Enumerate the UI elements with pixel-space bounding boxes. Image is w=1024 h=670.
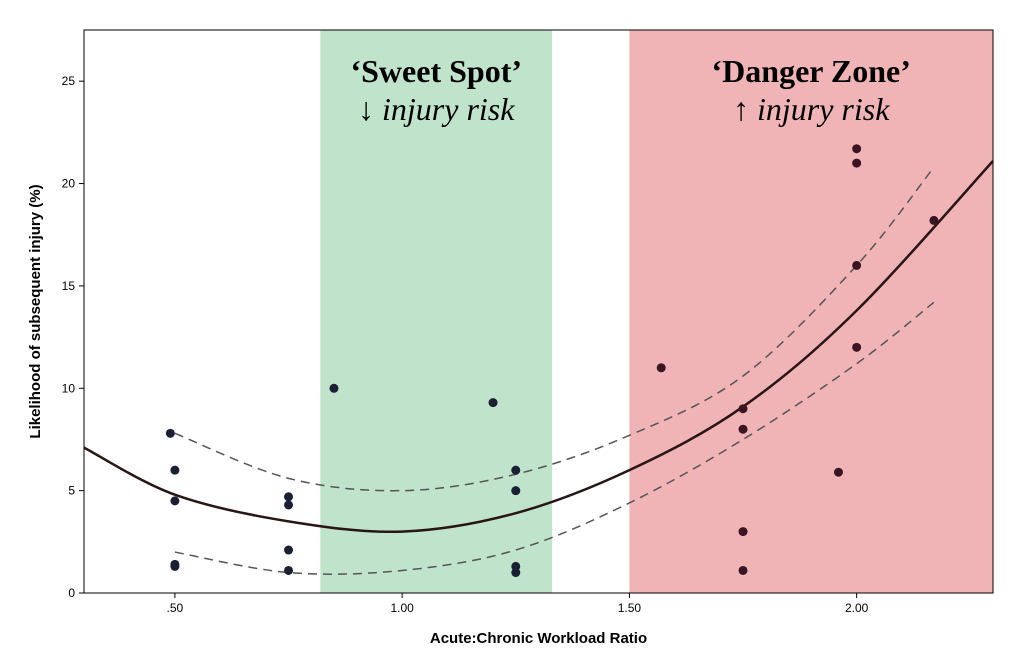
y-tick-label: 20 — [62, 177, 76, 191]
data-point — [170, 496, 180, 506]
x-tick-label: 2.00 — [845, 601, 869, 615]
y-tick-label: 25 — [62, 74, 76, 88]
y-tick-label: 0 — [68, 586, 75, 600]
data-point — [929, 215, 939, 225]
y-tick-label: 5 — [68, 484, 75, 498]
confidence-interval-lines — [174, 166, 935, 575]
data-points — [165, 144, 939, 578]
data-point — [511, 465, 521, 475]
data-point — [488, 398, 498, 408]
data-point — [284, 500, 294, 510]
data-point — [852, 158, 862, 168]
data-point — [738, 527, 748, 537]
sweet-spot-zone — [320, 30, 553, 593]
data-point — [833, 467, 843, 477]
data-point — [656, 363, 666, 373]
y-tick-label: 10 — [62, 381, 76, 395]
data-point — [852, 260, 862, 270]
x-tick-label: 1.00 — [390, 601, 414, 615]
y-axis-ticks: 0 5 10 15 20 25 — [62, 74, 84, 600]
x-axis-title: Acute:Chronic Workload Ratio — [430, 630, 647, 647]
danger-zone-subtitle: ↑ injury risk — [733, 91, 890, 127]
data-point — [852, 342, 862, 352]
data-point — [738, 565, 748, 575]
data-point — [284, 545, 294, 555]
fit-line — [83, 160, 994, 534]
data-point — [284, 565, 294, 575]
data-point — [329, 383, 339, 393]
data-point — [511, 486, 521, 496]
ci-upper-line — [174, 166, 935, 492]
fit-curve — [83, 160, 994, 534]
y-axis-title: Likelihood of subsequent injury (%) — [27, 184, 44, 438]
zone-backgrounds — [320, 30, 993, 593]
data-point — [284, 492, 294, 502]
data-point — [165, 428, 175, 438]
data-point — [170, 561, 180, 571]
y-tick-label: 15 — [62, 279, 76, 293]
x-tick-label: .50 — [167, 601, 184, 615]
zone-labels: ‘Sweet Spot’↓ injury risk ‘Danger Zone’↑ … — [350, 53, 910, 127]
x-tick-label: 1.50 — [618, 601, 642, 615]
plot-area-frame — [83, 29, 994, 594]
data-point — [170, 465, 180, 475]
ci-lower-line — [174, 301, 935, 575]
data-point — [738, 404, 748, 414]
sweet-spot-subtitle: ↓ injury risk — [358, 91, 515, 127]
x-axis-ticks: .50 1.00 1.50 2.00 — [167, 593, 869, 615]
danger-zone-zone — [629, 30, 993, 593]
sweet-spot-title: ‘Sweet Spot’ — [350, 53, 522, 89]
data-point — [852, 144, 862, 154]
data-point — [511, 568, 521, 578]
data-point — [738, 424, 748, 434]
danger-zone-title: ‘Danger Zone’ — [712, 53, 911, 89]
